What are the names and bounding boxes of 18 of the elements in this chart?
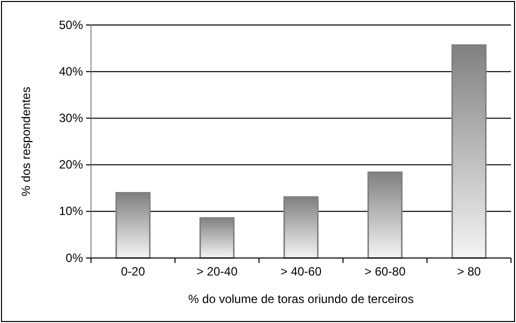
- bar: [115, 192, 151, 259]
- y-tick-label: 20%: [58, 158, 84, 172]
- bar: [199, 217, 235, 259]
- x-tick-label: > 60-80: [364, 264, 406, 278]
- y-tick-label: 40%: [58, 64, 84, 78]
- x-tick-label: > 40-60: [280, 264, 322, 278]
- y-tick-label: 50%: [58, 18, 84, 32]
- y-tick-label: 30%: [58, 111, 84, 126]
- bar: [451, 44, 487, 259]
- bar: [367, 172, 403, 259]
- x-axis-title: % do volume de toras oriundo de terceiros: [188, 292, 414, 306]
- bar: [283, 196, 319, 259]
- y-tick-label: 0%: [66, 250, 84, 265]
- x-tick-label: 0-20: [120, 264, 146, 278]
- x-tick-label: > 20-40: [196, 264, 238, 278]
- y-tick-label: 10%: [58, 204, 84, 218]
- y-axis-title: % dos respondentes: [19, 86, 33, 196]
- x-tick-label: > 80: [457, 264, 482, 278]
